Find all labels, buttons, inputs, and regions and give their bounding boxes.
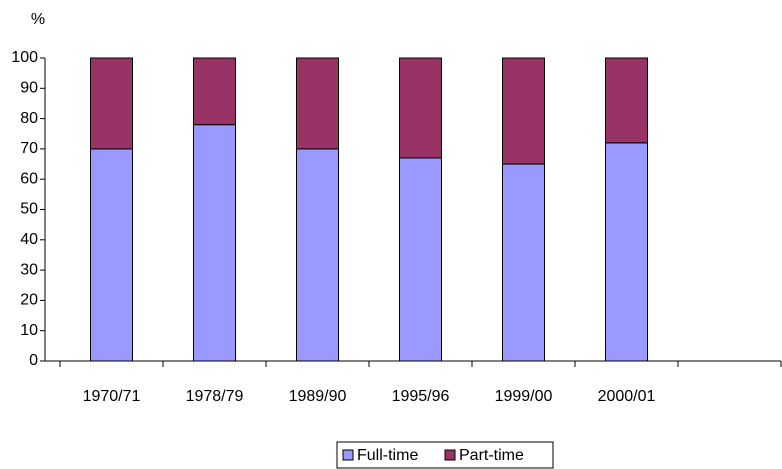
x-tick-label: 1995/96 bbox=[392, 388, 450, 405]
y-tick-label: 50 bbox=[20, 201, 38, 218]
x-tick-label: 1978/79 bbox=[186, 388, 244, 405]
bar-segment bbox=[605, 57, 648, 144]
y-tick-label: 60 bbox=[20, 170, 38, 187]
bar-segment bbox=[193, 124, 236, 362]
x-tick-label: 1970/71 bbox=[83, 388, 141, 405]
bar-segment bbox=[296, 148, 339, 362]
y-tick-label: 40 bbox=[20, 231, 38, 248]
y-tick-label: 20 bbox=[20, 292, 38, 309]
bar-segment bbox=[193, 57, 236, 126]
y-tick-label: 70 bbox=[20, 140, 38, 157]
bar-segment bbox=[605, 142, 648, 362]
y-tick-label: 90 bbox=[20, 80, 38, 97]
bar-segment bbox=[90, 57, 133, 150]
x-tick-label: 1989/90 bbox=[289, 388, 347, 405]
y-tick-label: 80 bbox=[20, 110, 38, 127]
x-tick-label: 1999/00 bbox=[495, 388, 553, 405]
bar-segment bbox=[399, 157, 442, 362]
legend-swatch bbox=[444, 449, 456, 461]
y-tick-label: 0 bbox=[29, 352, 38, 369]
bar-segment bbox=[399, 57, 442, 159]
y-tick-label: 10 bbox=[20, 322, 38, 339]
y-axis-label: % bbox=[31, 11, 45, 28]
y-tick-label: 30 bbox=[20, 261, 38, 278]
legend-label: Part-time bbox=[459, 447, 524, 464]
legend-swatch bbox=[342, 449, 354, 461]
x-tick-label: 2000/01 bbox=[598, 388, 656, 405]
bar-segment bbox=[502, 57, 545, 165]
bar-segment bbox=[296, 57, 339, 150]
legend-box bbox=[336, 441, 554, 469]
bar-segment bbox=[90, 148, 133, 362]
bar-segment bbox=[502, 163, 545, 362]
legend-label: Full-time bbox=[357, 447, 418, 464]
y-tick-label: 100 bbox=[11, 49, 38, 66]
